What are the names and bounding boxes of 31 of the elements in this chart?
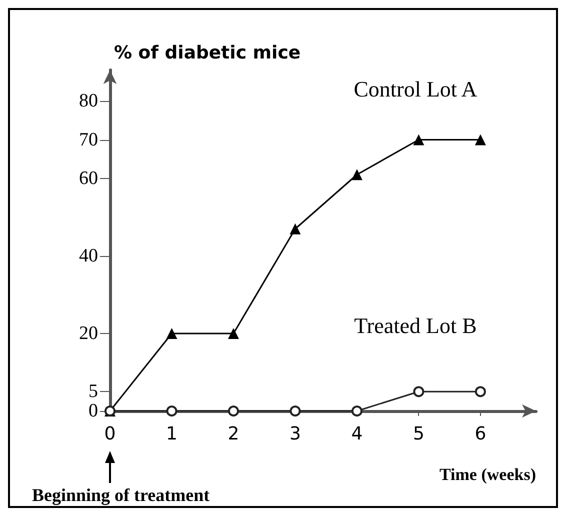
x-axis-title: Time (weeks) [440,465,536,484]
x-tick-label: 2 [228,424,240,444]
y-tick-label: 5 [88,381,98,402]
y-axis-title: % of diabetic mice [114,42,301,64]
x-tick-label: 4 [351,424,363,444]
point [351,169,362,180]
x-tick-label: 6 [474,424,486,444]
y-tick-label: 40 [79,246,98,266]
series-label: Control Lot A [354,76,478,102]
x-tick-label: 0 [104,424,116,444]
point [351,406,362,416]
y-tick-label: 60 [79,168,98,189]
point [228,328,239,339]
point [474,134,486,146]
point [474,386,486,398]
point [413,134,424,146]
y-tick-label: 70 [79,129,98,150]
text: Beginning of treatment [32,485,210,505]
point [290,406,301,416]
y-tick-label: 20 [79,323,98,344]
point [290,223,301,234]
point [166,328,178,339]
y-tick-label: 0 [88,400,98,422]
point [228,406,239,416]
y-tick-label: 80 [79,90,98,112]
point [166,406,178,416]
x-tick-label: 1 [166,424,178,444]
point [413,386,424,398]
text: Treated Lot B [354,313,477,338]
x-tick-label: 3 [289,424,301,444]
x-tick-label: 5 [412,424,424,444]
